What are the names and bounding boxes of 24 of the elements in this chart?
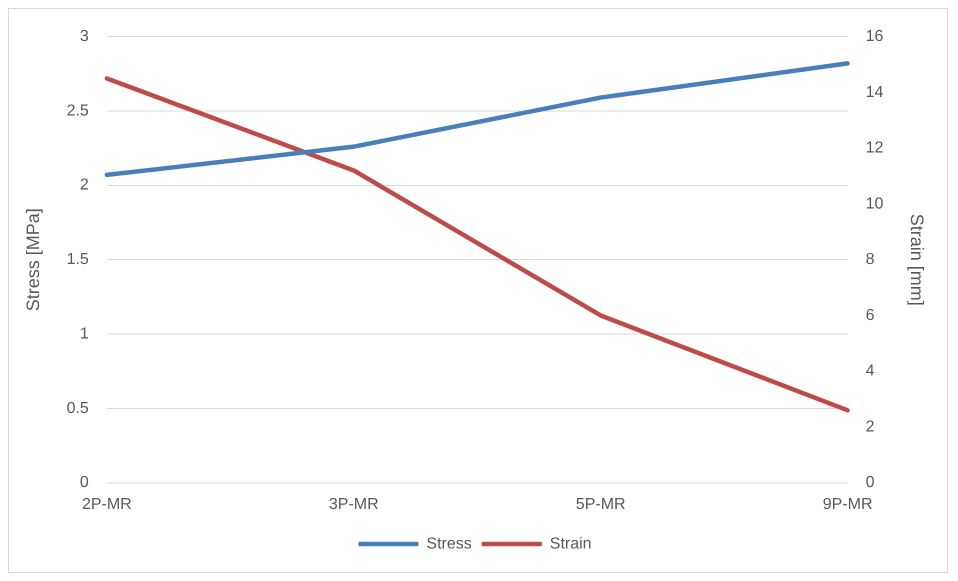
y-tick-label: 0.5 (66, 400, 89, 417)
y2-tick-label: 16 (866, 28, 884, 46)
y2-tick-label: 4 (866, 362, 875, 380)
y-tick-label: 1.5 (66, 251, 89, 268)
y2-tick-label: 10 (866, 195, 884, 212)
legend-label: Stress (426, 535, 472, 552)
y2-tick-label: 14 (866, 84, 884, 101)
y2-tick-label: 2 (866, 418, 875, 436)
y2-tick-label: 12 (866, 140, 884, 157)
y-axis-title: Stress [MPa] (22, 208, 43, 312)
x-tick-label: 2P-MR (82, 496, 132, 513)
y-tick-label: 3 (80, 28, 89, 46)
x-tick-label: 5P-MR (576, 496, 626, 513)
y2-tick-label: 6 (866, 306, 875, 324)
legend-label: Strain (550, 535, 592, 552)
y-tick-label: 2 (80, 176, 89, 194)
y2-axis-title: Strain [mm] (907, 214, 928, 306)
y2-tick-label: 8 (866, 251, 875, 268)
x-tick-label: 9P-MR (822, 496, 872, 513)
y-tick-label: 0 (80, 474, 89, 492)
y-tick-label: 1 (80, 325, 89, 342)
y2-tick-label: 0 (866, 474, 875, 492)
y-tick-label: 2.5 (66, 102, 89, 120)
x-tick-label: 3P-MR (328, 496, 379, 513)
